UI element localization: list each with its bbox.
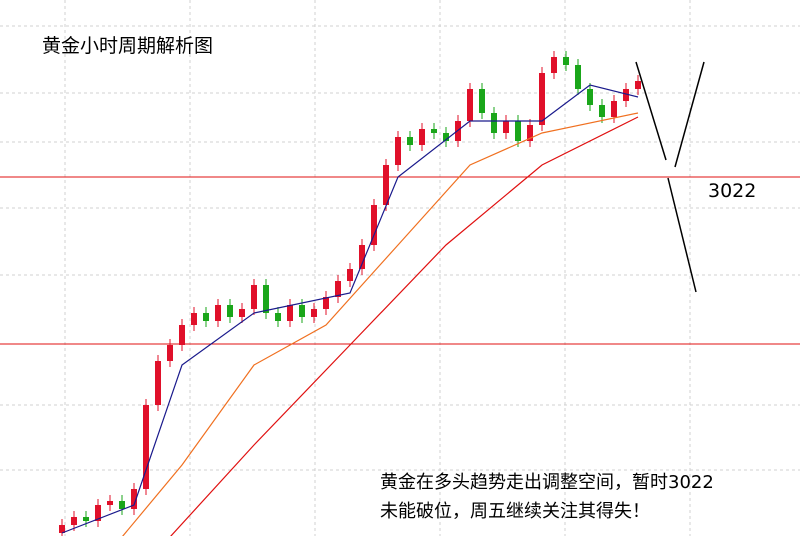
candle-body	[587, 89, 593, 105]
candle-body	[599, 105, 605, 117]
candle-body	[263, 285, 269, 313]
candle-body	[563, 57, 569, 65]
candle-body	[515, 121, 521, 141]
candle-body	[371, 205, 377, 245]
candle-body	[635, 81, 641, 89]
candle-body	[299, 305, 305, 317]
candle-body	[407, 137, 413, 145]
candle-body	[311, 309, 317, 317]
candle-body	[239, 309, 245, 317]
candle-body	[203, 313, 209, 321]
annotation: 未能破位，周五继续关注其得失！	[380, 501, 650, 522]
candle-body	[155, 361, 161, 405]
candle-body	[275, 313, 281, 321]
candle-body	[167, 345, 173, 361]
candle-body	[479, 89, 485, 113]
projection	[635, 61, 705, 293]
candle-body	[227, 305, 233, 317]
candle-body	[623, 89, 629, 101]
candle-body	[551, 57, 557, 73]
candle-body	[179, 325, 185, 345]
moving-average	[170, 116, 639, 536]
candle-body	[503, 121, 509, 133]
level-label: 3022	[708, 180, 756, 202]
candle-body	[287, 305, 293, 321]
candle-body	[71, 517, 77, 525]
candle-body	[527, 125, 533, 141]
candle-body	[431, 129, 437, 133]
candle-body	[347, 269, 353, 281]
moving-average	[122, 112, 639, 536]
candle-body	[191, 313, 197, 325]
moving-average	[61, 84, 639, 534]
candle-body	[611, 101, 617, 117]
candle-body	[107, 501, 113, 505]
candle-body	[119, 501, 125, 509]
candle-body	[95, 505, 101, 521]
candle-body	[575, 65, 581, 89]
annotation: 黄金在多头趋势走出调整空间，暂时3022	[380, 472, 714, 493]
candle-body	[143, 405, 149, 489]
candle-body	[395, 137, 401, 165]
candle-body	[131, 489, 137, 509]
candle-body	[215, 305, 221, 321]
candle-body	[539, 73, 545, 125]
candle-body	[443, 133, 449, 141]
candle-body	[491, 113, 497, 133]
candle-body	[359, 245, 365, 269]
candle-body	[335, 281, 341, 297]
candle-body	[59, 525, 65, 533]
candle-body	[323, 297, 329, 309]
candle-body	[83, 517, 89, 521]
candle-body	[383, 165, 389, 205]
chart-title: 黄金小时周期解析图	[42, 35, 213, 57]
candle-body	[467, 89, 473, 121]
candle-body	[419, 129, 425, 145]
candle-body	[251, 285, 257, 309]
